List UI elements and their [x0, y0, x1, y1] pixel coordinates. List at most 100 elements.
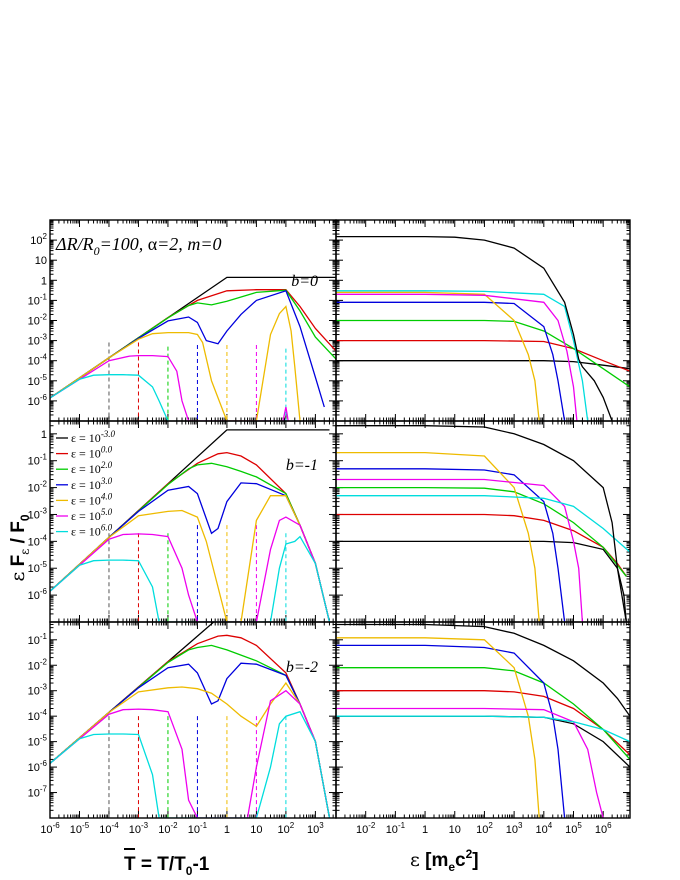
series-line-2 [336, 319, 630, 388]
series-line-4 [50, 305, 301, 421]
series-line-0 [50, 622, 215, 764]
series-line-2 [336, 667, 630, 760]
y-tick-label: 10-2 [28, 480, 48, 495]
y-axis-label: ε Fε / F0 [7, 514, 32, 581]
x-tick-label: 10-3 [129, 821, 149, 836]
series-line-2 [50, 289, 336, 399]
legend-label: ε = 100.0 [71, 445, 113, 461]
series-line-4 [50, 681, 331, 818]
y-tick-label: 10-3 [28, 506, 48, 521]
series-line-5 [336, 478, 584, 622]
legend-label: ε = 104.0 [71, 491, 113, 507]
y-tick-label: 102 [30, 232, 47, 247]
series-line-6 [336, 715, 630, 743]
x-tick-label: 104 [535, 821, 552, 836]
x-tick-label: 10-6 [40, 821, 60, 836]
y-tick-label: 10-1 [28, 292, 48, 307]
series-line-3 [336, 644, 566, 818]
ticks [49, 621, 337, 819]
series-line-0 [336, 715, 630, 768]
series-line-0 [336, 540, 627, 622]
svg-text:T = T/T0-1: T = T/T0-1 [124, 854, 210, 878]
series-group [336, 623, 630, 818]
series-line-5 [336, 293, 578, 421]
x-tick-label: 10-1 [188, 821, 208, 836]
x-axis-label-left: T = T/T0-1 [124, 848, 210, 878]
series-line-total [336, 235, 613, 421]
series-group [50, 276, 336, 421]
series-line-3 [50, 662, 331, 818]
series-line-5 [50, 354, 289, 421]
series-line-6 [50, 710, 331, 818]
y-tick-label: 10-6 [28, 393, 48, 408]
series-group [336, 235, 630, 421]
x-tick-label: 10-2 [356, 821, 376, 836]
series-line-3 [50, 289, 325, 408]
legend-entry: ε = 104.0 [56, 491, 113, 507]
series-line-6 [50, 374, 169, 421]
series-line-5 [336, 707, 604, 818]
series-line-6 [336, 495, 630, 553]
y-tick-label: 10-4 [28, 353, 48, 368]
panel-frame [49, 621, 337, 819]
series-line-5 [50, 689, 331, 818]
y-tick-label: 10-3 [28, 683, 48, 698]
y-tick-label: 10 [35, 255, 47, 267]
series-line-5 [50, 516, 331, 622]
y-tick-label: 10-6 [28, 587, 48, 602]
panel-frame [335, 420, 631, 623]
y-tick-label: 1 [41, 275, 47, 287]
panel-bottom-right: 10-2 10-1 1 10 102 103 104 105 106 [335, 621, 631, 836]
y-tick-label: 10-7 [28, 785, 48, 800]
legend: ε = 10-3.0ε = 100.0ε = 102.0ε = 103.0ε =… [56, 429, 116, 539]
legend-label: ε = 105.0 [71, 507, 113, 523]
legend-entry: ε = 10-3.0 [56, 429, 116, 445]
x-tick-label: 103 [506, 821, 523, 836]
series-group [50, 429, 331, 622]
y-tick-label: 10-5 [28, 373, 48, 388]
x-tick-label: 10-4 [99, 821, 119, 836]
x-tick-label: 105 [565, 821, 582, 836]
panel-frame [335, 621, 631, 819]
series-line-4 [336, 637, 540, 818]
series-line-total [336, 425, 627, 622]
b-label: b=-1 [286, 457, 318, 474]
panel-bottom-left: 10-7 10-6 10-5 10-4 10-3 10-2 10-1 10-6 10-5 10-4… [28, 621, 337, 836]
labels: ΔR/R0=100, α=2, m=0 ε Fε / F0 T = T/T0-1… [7, 234, 479, 878]
series-line-4 [336, 291, 540, 421]
x-tick-label: 10 [449, 824, 461, 836]
panels: 10-610-510-410-310-210-1110102b=010-610-… [28, 219, 631, 836]
legend-label: ε = 102.0 [71, 460, 113, 476]
ticks [335, 420, 631, 623]
x-tick-label: 10 [250, 824, 262, 836]
legend-entry: ε = 102.0 [56, 460, 113, 476]
x-axis-label-right: ε [mec2] [410, 847, 479, 874]
ticks [335, 621, 631, 819]
series-line-0 [336, 360, 630, 370]
series-line-3 [336, 468, 566, 622]
y-tick-label: 1 [41, 429, 47, 441]
b-label: b=-2 [286, 659, 318, 676]
series-line-1 [336, 513, 627, 577]
panel-mid-right [335, 420, 631, 623]
panel-mid-left: 10-6 10-5 10-4 10-3 10-2 10-1 1 b=-1 [28, 420, 337, 623]
y-tick-label: 10-1 [28, 632, 48, 647]
series-line-6 [336, 290, 589, 421]
legend-entry: ε = 105.0 [56, 507, 113, 523]
x-tick-label: 1 [422, 824, 428, 836]
x-tick-label: 102 [278, 821, 295, 836]
series-line-1 [50, 289, 336, 399]
series-line-3 [336, 301, 566, 421]
x-tick-label: 103 [307, 821, 324, 836]
legend-label: ε = 10-3.0 [71, 429, 116, 445]
legend-entry: ε = 106.0 [56, 523, 113, 539]
series-line-2 [336, 486, 627, 577]
series-line-4 [50, 495, 331, 622]
y-tick-label: 10-4 [28, 708, 48, 723]
series-group [50, 622, 331, 818]
series-line-0 [50, 276, 336, 399]
legend-entry: ε = 100.0 [56, 445, 113, 461]
legend-label: ε = 103.0 [71, 476, 113, 492]
y-tick-label: 10-4 [28, 533, 48, 548]
